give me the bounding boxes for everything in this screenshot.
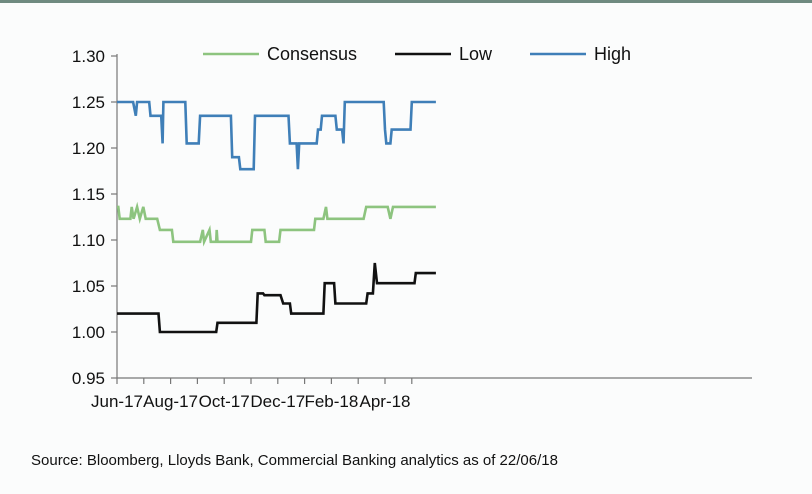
y-tick-label: 1.25	[72, 93, 105, 112]
top-rule	[0, 0, 812, 3]
y-tick-label: 1.15	[72, 185, 105, 204]
y-tick-label: 1.30	[72, 47, 105, 66]
x-tick-label: Oct-17	[199, 392, 250, 411]
x-tick-label: Jun-17	[91, 392, 143, 411]
y-tick-label: 1.10	[72, 231, 105, 250]
x-tick-label: Feb-18	[304, 392, 358, 411]
y-tick-label: 1.05	[72, 277, 105, 296]
x-tick-label: Aug-17	[143, 392, 198, 411]
source-note: Source: Bloomberg, Lloyds Bank, Commerci…	[31, 452, 558, 469]
legend-label-consensus: Consensus	[267, 44, 357, 64]
x-tick-label: Dec-17	[250, 392, 305, 411]
series-line-low	[117, 262, 436, 334]
series-line-high	[117, 100, 436, 171]
y-tick-label: 1.00	[72, 323, 105, 342]
legend-label-low: Low	[459, 44, 493, 64]
y-tick-label: 0.95	[72, 369, 105, 388]
legend-label-high: High	[594, 44, 631, 64]
x-tick-label: Apr-18	[359, 392, 410, 411]
series-line-consensus	[117, 201, 436, 247]
y-tick-label: 1.20	[72, 139, 105, 158]
